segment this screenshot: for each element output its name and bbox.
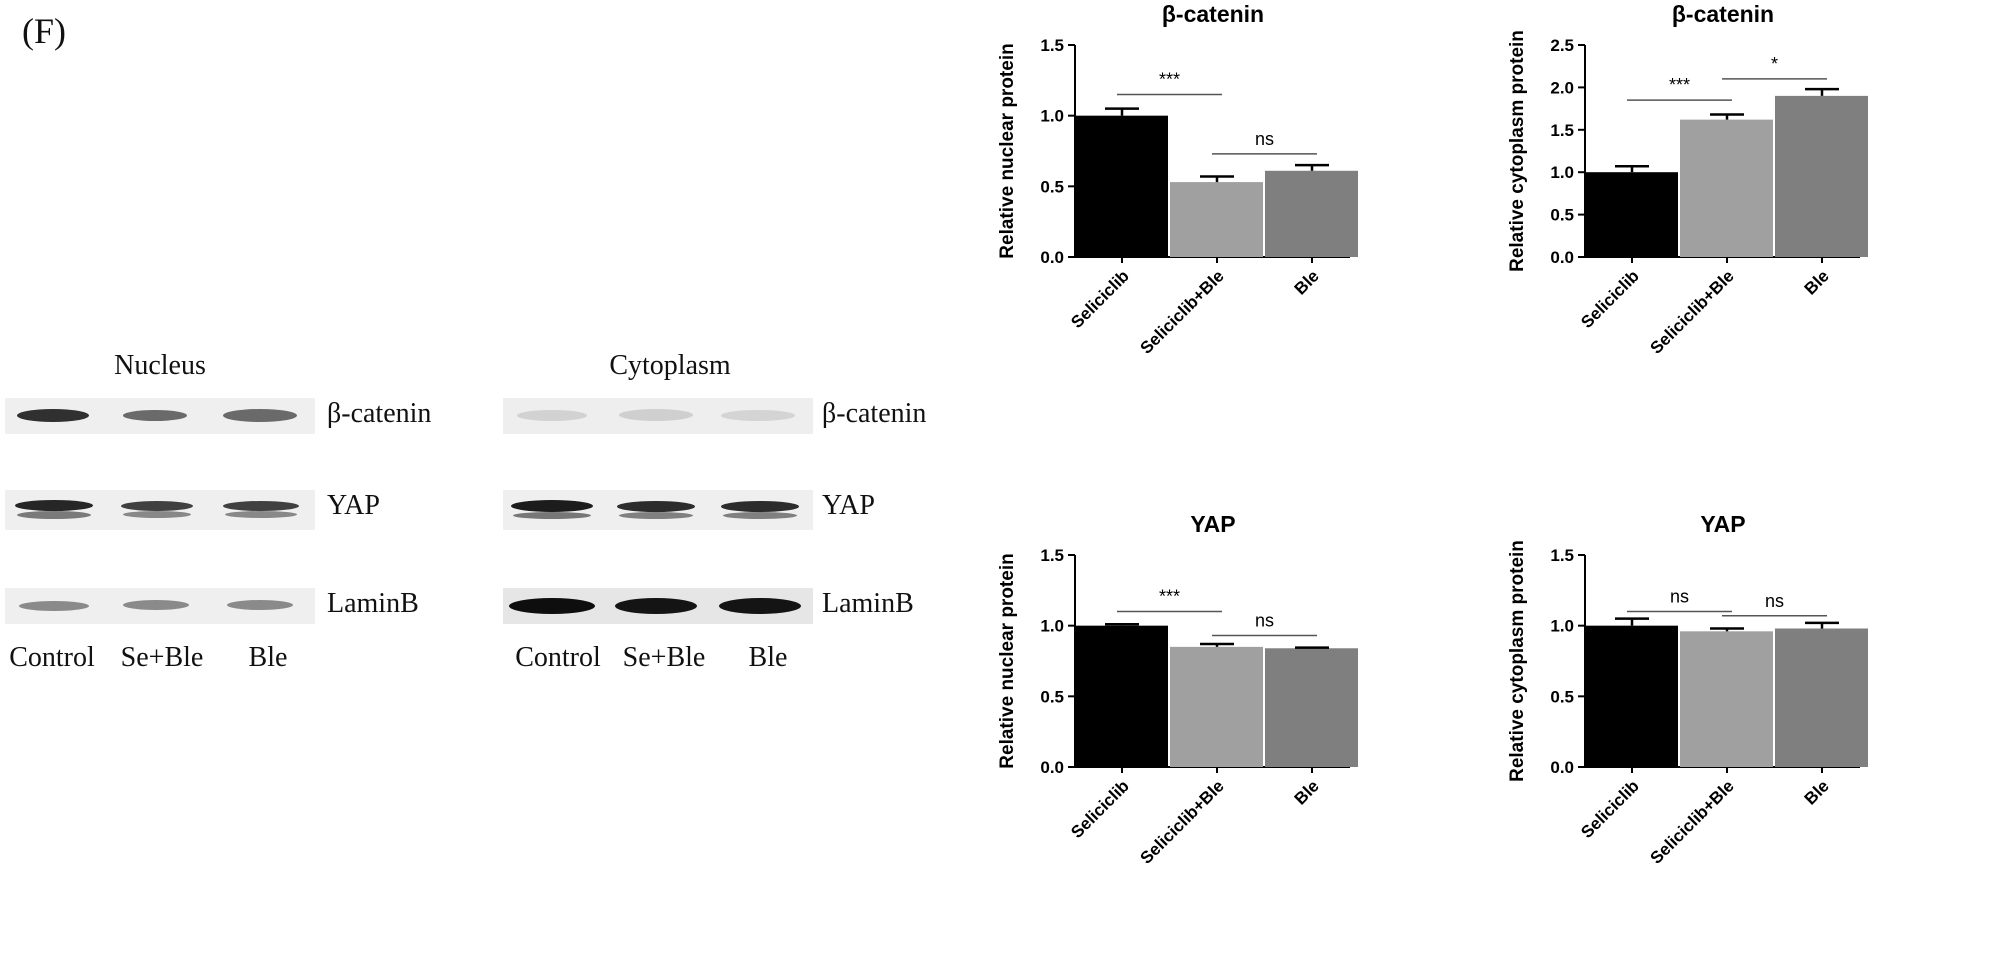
- panel-label: (F): [22, 11, 66, 51]
- marker-label: LaminB: [822, 588, 914, 619]
- bar-chart-beta-catenin-nuclear: β-catenin Relative nuclear protein 0.0 0.5 1…: [997, 1, 1358, 358]
- significance-label: ns: [1670, 587, 1689, 607]
- nucleus-blot: Nucleus β-catenin YAP LaminB Control Se+…: [0, 350, 470, 680]
- y-tick-label: 0.0: [1040, 758, 1064, 777]
- bar: [1585, 172, 1678, 257]
- y-tick-label: 1.5: [1550, 546, 1574, 565]
- x-tick-label: Seliciclib: [1067, 776, 1133, 842]
- lane-label: Control: [515, 642, 601, 673]
- bar: [1585, 625, 1678, 767]
- y-tick-label: 0.5: [1040, 177, 1064, 196]
- x-tick-label: Seliciclib+Ble: [1647, 776, 1738, 867]
- lane-label: Se+Ble: [622, 642, 706, 673]
- bar: [1775, 628, 1868, 767]
- significance-label: ***: [1159, 587, 1180, 607]
- bar-chart-yap-cytoplasm: YAP Relative cytoplasm protein 0.0 0.5 1.0 1.…: [1507, 511, 1868, 868]
- bar: [1265, 648, 1358, 767]
- bar: [1075, 625, 1168, 767]
- x-tick-label: Seliciclib+Ble: [1137, 776, 1228, 867]
- y-tick-label: 2.0: [1550, 78, 1574, 97]
- bar: [1680, 119, 1773, 258]
- blot-strip-yap: [5, 490, 315, 530]
- chart-title: YAP: [1190, 511, 1235, 537]
- y-tick-label: 1.0: [1040, 617, 1064, 636]
- x-tick-label: Ble: [1291, 776, 1323, 808]
- marker-label: YAP: [327, 490, 380, 521]
- x-tick-label: Seliciclib+Ble: [1647, 266, 1738, 357]
- x-tick-label: Seliciclib: [1577, 266, 1643, 332]
- bar: [1680, 631, 1773, 767]
- marker-label: β-catenin: [822, 398, 927, 429]
- y-tick-label: 0.0: [1040, 248, 1064, 267]
- x-tick-label: Seliciclib: [1067, 266, 1133, 332]
- y-tick-label: 0.5: [1550, 206, 1574, 225]
- blot-title: Cytoplasm: [609, 350, 731, 381]
- lane-label: Control: [9, 642, 95, 673]
- y-tick-label: 2.5: [1550, 36, 1574, 55]
- lane-label: Se+Ble: [120, 642, 204, 673]
- bar: [1075, 115, 1168, 258]
- blot-strip-laminb: [5, 588, 315, 624]
- y-tick-label: 0.5: [1550, 687, 1574, 706]
- y-tick-label: 1.5: [1040, 546, 1064, 565]
- blot-title: Nucleus: [114, 350, 206, 381]
- blot-strip-laminb: [503, 588, 813, 624]
- blot-strip-yap: [503, 490, 813, 530]
- blot-strip-beta-catenin: [5, 398, 315, 434]
- y-axis-label: Relative cytoplasm protein: [1507, 30, 1528, 272]
- bar-chart-beta-catenin-cytoplasm: β-catenin Relative cytoplasm protein 0.0 0.…: [1507, 1, 1868, 358]
- y-axis-label: Relative nuclear protein: [997, 43, 1018, 258]
- significance-label: ns: [1255, 611, 1274, 631]
- y-axis-label: Relative cytoplasm protein: [1507, 540, 1528, 782]
- significance-label: ns: [1255, 129, 1274, 149]
- cytoplasm-blot: Cytoplasm β-catenin YAP LaminB Control S…: [500, 350, 980, 680]
- chart-title: YAP: [1700, 511, 1745, 537]
- y-tick-label: 1.5: [1550, 121, 1574, 140]
- y-tick-label: 0.0: [1550, 758, 1574, 777]
- lane-label: Ble: [248, 642, 288, 673]
- bar: [1170, 646, 1263, 767]
- bar-chart-yap-nuclear: YAP Relative nuclear protein 0.0 0.5 1.0 1.5 S…: [997, 511, 1358, 868]
- y-tick-label: 1.0: [1550, 163, 1574, 182]
- chart-title: β-catenin: [1162, 1, 1264, 27]
- x-tick-label: Seliciclib: [1577, 776, 1643, 842]
- bar: [1775, 95, 1868, 257]
- significance-label: ***: [1159, 69, 1180, 89]
- chart-title: β-catenin: [1672, 1, 1774, 27]
- x-tick-label: Ble: [1291, 266, 1323, 298]
- y-tick-label: 1.5: [1040, 36, 1064, 55]
- y-tick-label: 0.0: [1550, 248, 1574, 267]
- bar: [1265, 170, 1358, 257]
- x-tick-label: Ble: [1801, 776, 1833, 808]
- y-tick-label: 1.0: [1550, 617, 1574, 636]
- blot-strip-beta-catenin: [503, 398, 813, 434]
- marker-label: β-catenin: [327, 398, 432, 429]
- y-axis-label: Relative nuclear protein: [997, 553, 1018, 768]
- y-tick-label: 0.5: [1040, 687, 1064, 706]
- y-tick-label: 1.0: [1040, 107, 1064, 126]
- significance-label: ns: [1765, 591, 1784, 611]
- significance-label: *: [1771, 54, 1778, 74]
- bar: [1170, 182, 1263, 257]
- x-tick-label: Ble: [1801, 266, 1833, 298]
- lane-label: Ble: [748, 642, 788, 673]
- significance-label: ***: [1669, 75, 1690, 95]
- x-tick-label: Seliciclib+Ble: [1137, 266, 1228, 357]
- marker-label: LaminB: [327, 588, 419, 619]
- marker-label: YAP: [822, 490, 875, 521]
